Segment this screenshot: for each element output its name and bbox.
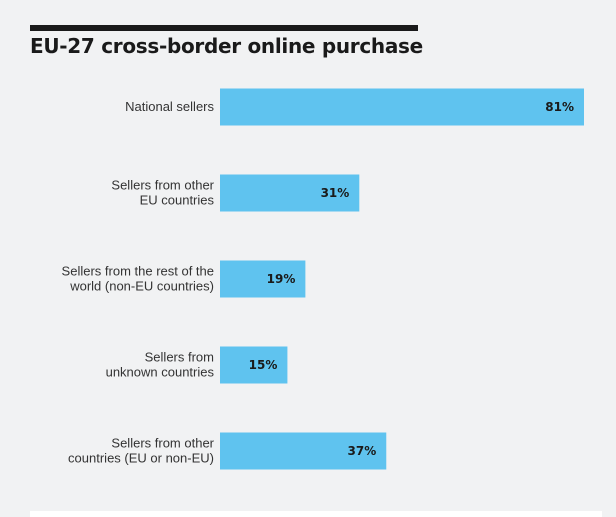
title-rule <box>30 25 418 31</box>
value-label-2: 19% <box>267 272 296 286</box>
category-label-4: Sellers from other countries (EU or non-E… <box>68 436 215 466</box>
category-label-1: Sellers from other EU countries <box>111 178 214 208</box>
category-label-line: Sellers from <box>145 350 214 365</box>
category-label-line: unknown countries <box>106 365 215 380</box>
bar-4 <box>220 432 387 470</box>
chart-title: EU-27 cross-border online purchase <box>30 34 423 58</box>
value-label-1: 31% <box>321 186 350 200</box>
category-label-line: world (non-EU countries) <box>69 279 214 294</box>
bar-3 <box>220 346 288 384</box>
category-label-0: National sellers <box>125 99 214 114</box>
category-label-line: countries (EU or non-EU) <box>68 451 214 466</box>
category-label-3: Sellers from unknown countries <box>106 350 215 380</box>
category-label-line: EU countries <box>140 193 215 208</box>
bar-0 <box>220 88 584 126</box>
category-label-line: Sellers from other <box>111 178 214 193</box>
category-label-line: National sellers <box>125 99 214 114</box>
value-label-4: 37% <box>348 444 377 458</box>
value-label-0: 81% <box>545 100 574 114</box>
value-label-3: 15% <box>249 358 278 372</box>
category-label-2: Sellers from the rest of the world (non-E… <box>62 264 214 294</box>
bottom-panel <box>30 511 602 517</box>
category-label-line: Sellers from other <box>111 436 214 451</box>
category-label-line: Sellers from the rest of the <box>62 264 214 279</box>
bar-1 <box>220 174 360 212</box>
bar-2 <box>220 260 306 298</box>
